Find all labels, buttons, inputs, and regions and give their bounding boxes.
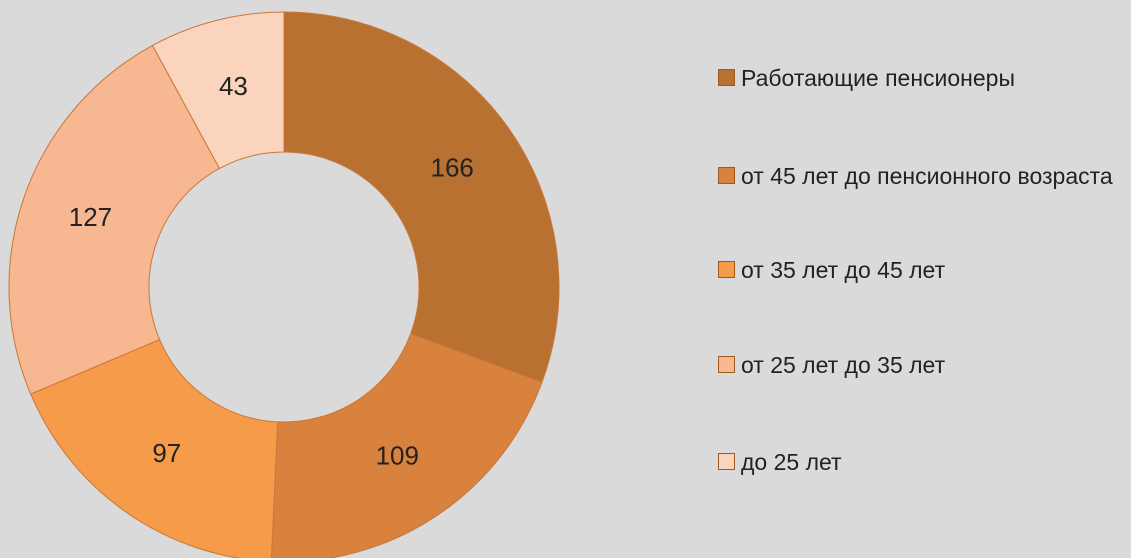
legend-item: от 45 лет до пенсионного возраста [718,160,1113,192]
legend-label: от 35 лет до 45 лет [741,257,946,283]
legend-swatch [718,453,735,470]
legend-swatch [718,69,735,86]
legend-label: от 45 лет до пенсионного возраста [741,163,1113,189]
donut-segment [283,11,560,383]
legend-item: Работающие пенсионеры [718,62,1015,94]
legend-label: до 25 лет [741,449,842,475]
data-label: 109 [376,441,419,471]
legend-item: от 25 лет до 35 лет [718,349,945,381]
legend-item: от 35 лет до 45 лет [718,254,945,286]
data-label: 43 [219,71,248,101]
data-label: 97 [152,438,181,468]
donut-segment [8,44,221,395]
legend-swatch [718,167,735,184]
legend-swatch [718,356,735,373]
legend-swatch [718,261,735,278]
donut-segment [151,11,285,170]
data-label: 166 [430,153,473,183]
donut-segment [30,338,279,558]
donut-segment [270,333,543,558]
legend-label: Работающие пенсионеры [741,65,1016,91]
data-label: 127 [69,202,112,232]
legend-item: до 25 лет [718,446,842,478]
legend-label: от 25 лет до 35 лет [741,352,946,378]
